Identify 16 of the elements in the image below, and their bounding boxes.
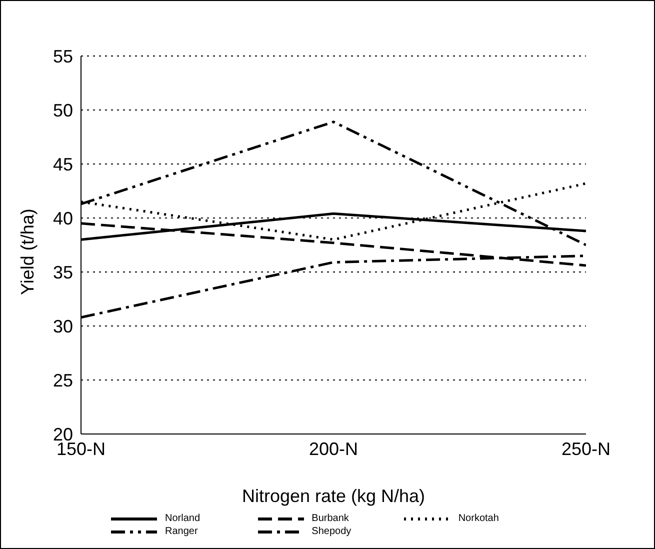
legend-label: Norkotah — [458, 513, 499, 524]
y-axis-title: Yield (t/ha) — [17, 208, 38, 295]
legend-label: Burbank — [312, 513, 349, 524]
y-tick-label: 30 — [52, 316, 73, 336]
y-tick-label: 35 — [52, 262, 73, 282]
y-tick-label: 40 — [52, 208, 73, 228]
legend-label: Norland — [165, 513, 200, 524]
legend-label: Shepody — [312, 526, 352, 537]
y-tick-label: 55 — [52, 46, 73, 66]
y-tick-label: 45 — [52, 154, 73, 174]
y-tick-label: 25 — [52, 370, 73, 390]
x-tick-label: 200-N — [308, 438, 358, 459]
x-tick-label: 250-N — [561, 438, 611, 459]
x-axis-title: Nitrogen rate (kg N/ha) — [242, 486, 426, 506]
legend-label: Ranger — [165, 526, 198, 537]
y-tick-label: 50 — [52, 100, 73, 120]
